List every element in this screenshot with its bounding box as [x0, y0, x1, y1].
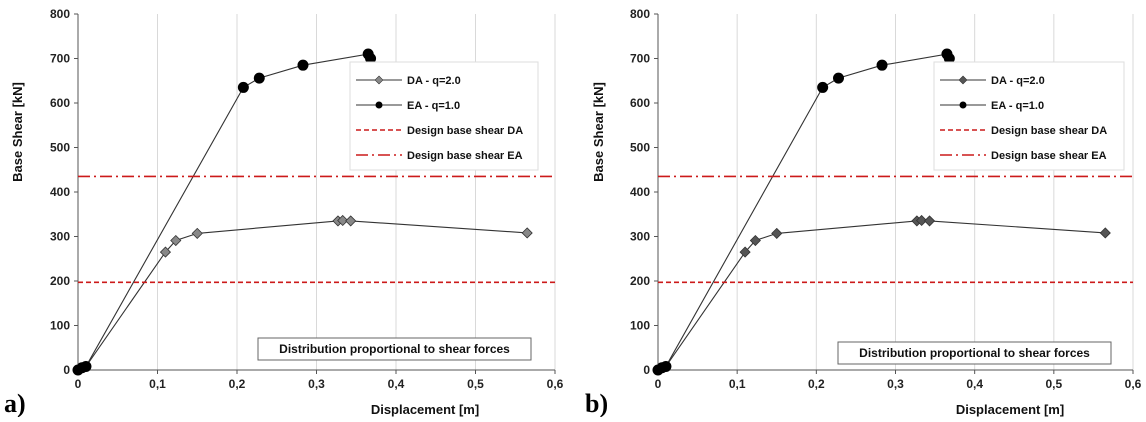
legend-swatch-marker: [375, 101, 383, 109]
x-tick-label: 0,3: [887, 377, 904, 391]
legend-label: Design base shear DA: [991, 125, 1107, 137]
legend-label: EA - q=1.0: [991, 100, 1044, 112]
x-tick-label: 0,6: [1125, 377, 1142, 391]
x-tick-label: 0: [75, 377, 82, 391]
data-point-circle: [817, 81, 829, 93]
y-axis-title: Base Shear [kN]: [10, 82, 25, 182]
legend-label: Design base shear EA: [991, 150, 1107, 162]
x-axis-title: Displacement [m]: [956, 402, 1064, 417]
y-tick-label: 700: [630, 52, 650, 66]
y-tick-label: 400: [50, 185, 70, 199]
x-tick-label: 0,4: [388, 377, 405, 391]
y-tick-label: 500: [50, 141, 70, 155]
x-tick-label: 0,1: [149, 377, 166, 391]
data-point-circle: [833, 72, 844, 84]
series-line: [657, 53, 950, 371]
y-tick-label: 500: [630, 141, 650, 155]
data-point-diamond: [345, 215, 357, 227]
data-point-diamond: [923, 215, 936, 227]
y-tick-label: 600: [50, 96, 70, 110]
y-tick-label: 100: [630, 319, 650, 333]
x-axis-title: Displacement [m]: [371, 402, 479, 417]
data-point-diamond: [749, 234, 761, 247]
y-tick-label: 200: [50, 274, 70, 288]
y-tick-label: 100: [50, 319, 70, 333]
data-point-diamond: [771, 227, 783, 239]
y-tick-label: 800: [630, 7, 650, 21]
data-point-circle: [876, 59, 888, 71]
panel-letter: b): [585, 389, 608, 417]
data-point-circle: [80, 360, 92, 372]
annotation-text: Distribution proportional to shear force…: [279, 342, 510, 356]
x-tick-label: 0,1: [729, 377, 746, 391]
x-tick-label: 0: [655, 377, 662, 391]
y-tick-label: 200: [630, 274, 650, 288]
x-tick-label: 0,6: [547, 377, 564, 391]
legend-label: Design base shear EA: [407, 150, 523, 162]
y-tick-label: 300: [50, 230, 70, 244]
data-point-diamond: [170, 234, 182, 247]
legend-label: DA - q=2.0: [407, 75, 461, 87]
x-tick-label: 0,4: [966, 377, 983, 391]
y-tick-label: 0: [63, 363, 70, 377]
series-line: [77, 53, 372, 371]
x-tick-label: 0,3: [308, 377, 325, 391]
data-point-diamond: [1099, 227, 1111, 239]
x-tick-label: 0,5: [467, 377, 484, 391]
panel-letter: a): [4, 389, 26, 417]
data-point-circle: [253, 72, 265, 84]
y-tick-label: 300: [630, 230, 650, 244]
x-tick-label: 0,2: [808, 377, 825, 391]
legend-label: EA - q=1.0: [407, 100, 460, 112]
data-point-diamond: [916, 214, 928, 227]
y-tick-label: 700: [50, 52, 70, 66]
chart-panel-b: 0 100 200 300 400 500 600 700 800 0 0,1 0,2 0,3 0,4 0,…: [585, 7, 1142, 418]
x-tick-label: 0,5: [1045, 377, 1062, 391]
chart-panel-a: 0 100 200 300 400 500 600 700 800 0 0,1 0,2 0,3 0,4 0,…: [4, 7, 564, 418]
x-tick-label: 0,2: [229, 377, 246, 391]
data-point-diamond: [159, 246, 172, 258]
legend-label: Design base shear DA: [407, 125, 523, 137]
legend-swatch-marker: [959, 101, 967, 109]
annotation-box: [837, 341, 1112, 365]
y-tick-label: 600: [630, 96, 650, 110]
data-point-circle: [297, 59, 309, 71]
legend-swatch-marker: [958, 75, 968, 85]
y-axis-title: Base Shear [kN]: [591, 82, 606, 182]
y-tick-label: 800: [50, 7, 70, 21]
data-point-diamond: [739, 246, 751, 258]
data-point-circle: [660, 360, 672, 372]
annotation-box: [257, 337, 532, 361]
data-point-circle: [237, 81, 249, 93]
data-point-diamond: [521, 227, 533, 239]
data-point-diamond: [337, 214, 349, 227]
data-point-diamond: [191, 227, 203, 239]
legend-swatch-marker: [374, 75, 384, 85]
y-tick-label: 0: [643, 363, 650, 377]
annotation-text: Distribution proportional to shear force…: [859, 346, 1090, 360]
y-tick-label: 400: [630, 185, 650, 199]
legend-label: DA - q=2.0: [991, 75, 1045, 87]
